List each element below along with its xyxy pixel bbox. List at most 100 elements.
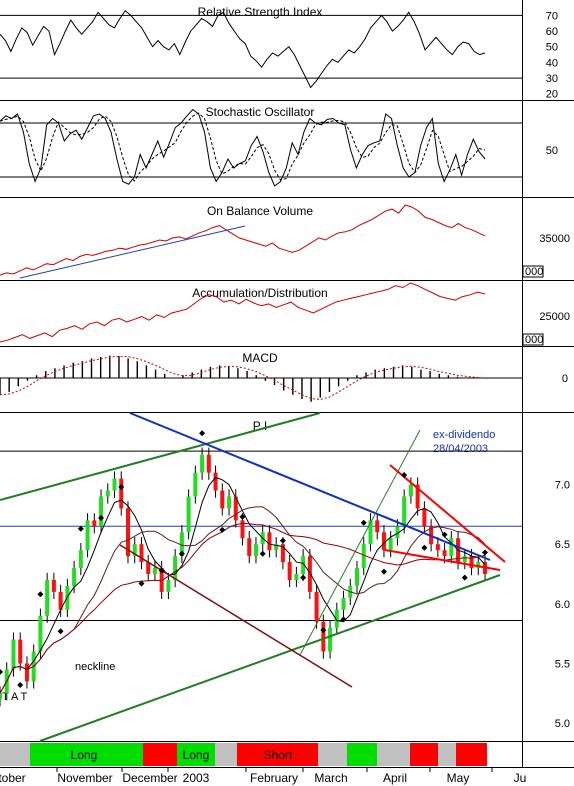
price-swing-marker <box>57 628 64 635</box>
price-candle-body <box>0 693 2 700</box>
price-candle-body <box>415 484 420 509</box>
price-swing-marker <box>17 681 24 688</box>
obv-scale-box <box>522 265 544 278</box>
price-swing-marker <box>239 513 246 520</box>
ad-scale-box <box>522 333 544 346</box>
price-candle-body <box>65 585 70 610</box>
price-candle-body <box>152 568 157 575</box>
price-candle-body <box>99 496 104 527</box>
x-axis-label: February <box>250 771 298 785</box>
price-swing-marker <box>461 574 468 581</box>
price-candle-body <box>307 556 312 592</box>
signal-band-long-segment <box>30 743 60 766</box>
price-candle-body <box>51 579 56 592</box>
signal-band-short-segment <box>143 743 177 766</box>
signal-band-long-segment <box>347 743 377 766</box>
x-axis-label: 2003 <box>183 771 210 785</box>
price-wedge-upper <box>389 464 506 563</box>
ad-panel: 25000 <box>0 282 570 343</box>
price-swing-marker <box>37 591 44 598</box>
price-candle-body <box>462 556 467 563</box>
price-swing-marker <box>0 668 3 675</box>
price-candle-body <box>368 520 373 545</box>
price-candle-body <box>395 526 400 539</box>
price-moving-average <box>0 522 486 694</box>
price-swing-marker <box>158 567 165 574</box>
price-candle-body <box>355 568 360 586</box>
stochastic-title: Stochastic Oscillator <box>206 105 315 119</box>
rsi-tick-label: 60 <box>546 26 558 38</box>
price-swing-marker <box>401 472 408 479</box>
price-candle-body <box>328 627 333 652</box>
price-lower-channel <box>39 574 501 742</box>
price-candle-body <box>361 544 366 569</box>
rsi-tick-label: 40 <box>546 57 558 69</box>
price-candle-body <box>408 484 413 497</box>
obv-tick-label: 35000 <box>539 233 570 245</box>
x-axis-label: April <box>383 771 407 785</box>
signal-band-long-segment <box>177 743 215 766</box>
price-rally-line <box>299 429 421 656</box>
price-candle-body <box>179 532 184 557</box>
price-swing-marker <box>421 544 428 551</box>
x-axis-label: March <box>314 771 347 785</box>
price-candle-body <box>119 478 124 509</box>
obv-trendline <box>19 225 246 279</box>
price-candle-body <box>469 556 474 569</box>
price-candle-body <box>105 490 110 497</box>
x-axis-label: May <box>447 771 470 785</box>
price-tick-label: 5.5 <box>555 658 570 670</box>
price-candle-body <box>280 544 285 563</box>
signal-band-neutral-segment <box>0 743 30 766</box>
panel-frames <box>0 0 574 768</box>
price-tick-label: 6.0 <box>555 599 570 611</box>
price-candle-body <box>274 544 279 551</box>
obv-panel: 35000 <box>0 204 570 279</box>
price-candle-body <box>213 472 218 491</box>
price-candle-body <box>388 538 393 551</box>
ex-dividend-label: ex-dividendo <box>433 429 495 441</box>
price-candle-body <box>24 663 29 682</box>
price-candle-body <box>200 454 205 473</box>
signal-band-short-segment <box>456 743 487 766</box>
price-candle-body <box>422 508 427 527</box>
signal-band-neutral-segment <box>318 743 347 766</box>
price-swing-marker <box>77 525 84 532</box>
price-moving-average <box>0 476 486 694</box>
obv-title: On Balance Volume <box>207 204 313 218</box>
price-candle-body <box>375 520 380 533</box>
price-candle-body <box>321 621 326 652</box>
price-swing-marker <box>300 574 307 581</box>
price-swing-marker <box>279 537 286 544</box>
ad-tick-label: 25000 <box>539 311 570 323</box>
price-candle-body <box>381 532 386 551</box>
signal-band-short-segment <box>237 743 318 766</box>
signal-band-neutral-segment <box>377 743 410 766</box>
x-axis-label: November <box>57 771 112 785</box>
stochastic-signal-line <box>0 112 486 182</box>
price-tick-label: 5.0 <box>555 718 570 730</box>
price-candle-body <box>247 538 252 557</box>
price-candle-body <box>314 591 319 622</box>
rsi-tick-label: 30 <box>546 73 558 85</box>
rsi-panel: 70 60 50 40 30 20 <box>0 9 558 101</box>
x-axis-label: tober <box>0 771 26 785</box>
price-candle-body <box>132 544 137 557</box>
price-candle-body <box>139 544 144 563</box>
stochastic-panel: 50 <box>0 108 558 187</box>
rsi-series-line <box>0 9 486 89</box>
stochastic-tick-label: 50 <box>546 145 558 157</box>
rsi-tick-label: 70 <box>546 10 558 22</box>
x-axis-label: December <box>122 771 177 785</box>
price-candle-body <box>301 556 306 575</box>
x-axis-label: Ju <box>514 771 527 785</box>
obv-series-line <box>0 204 486 276</box>
price-candle-body <box>240 520 245 539</box>
price-swing-marker <box>98 514 105 521</box>
price-moving-average <box>0 506 486 694</box>
price-candle-body <box>449 538 454 557</box>
price-swing-marker <box>178 550 185 557</box>
price-swing-marker <box>259 550 266 557</box>
price-swing-marker <box>320 627 327 634</box>
